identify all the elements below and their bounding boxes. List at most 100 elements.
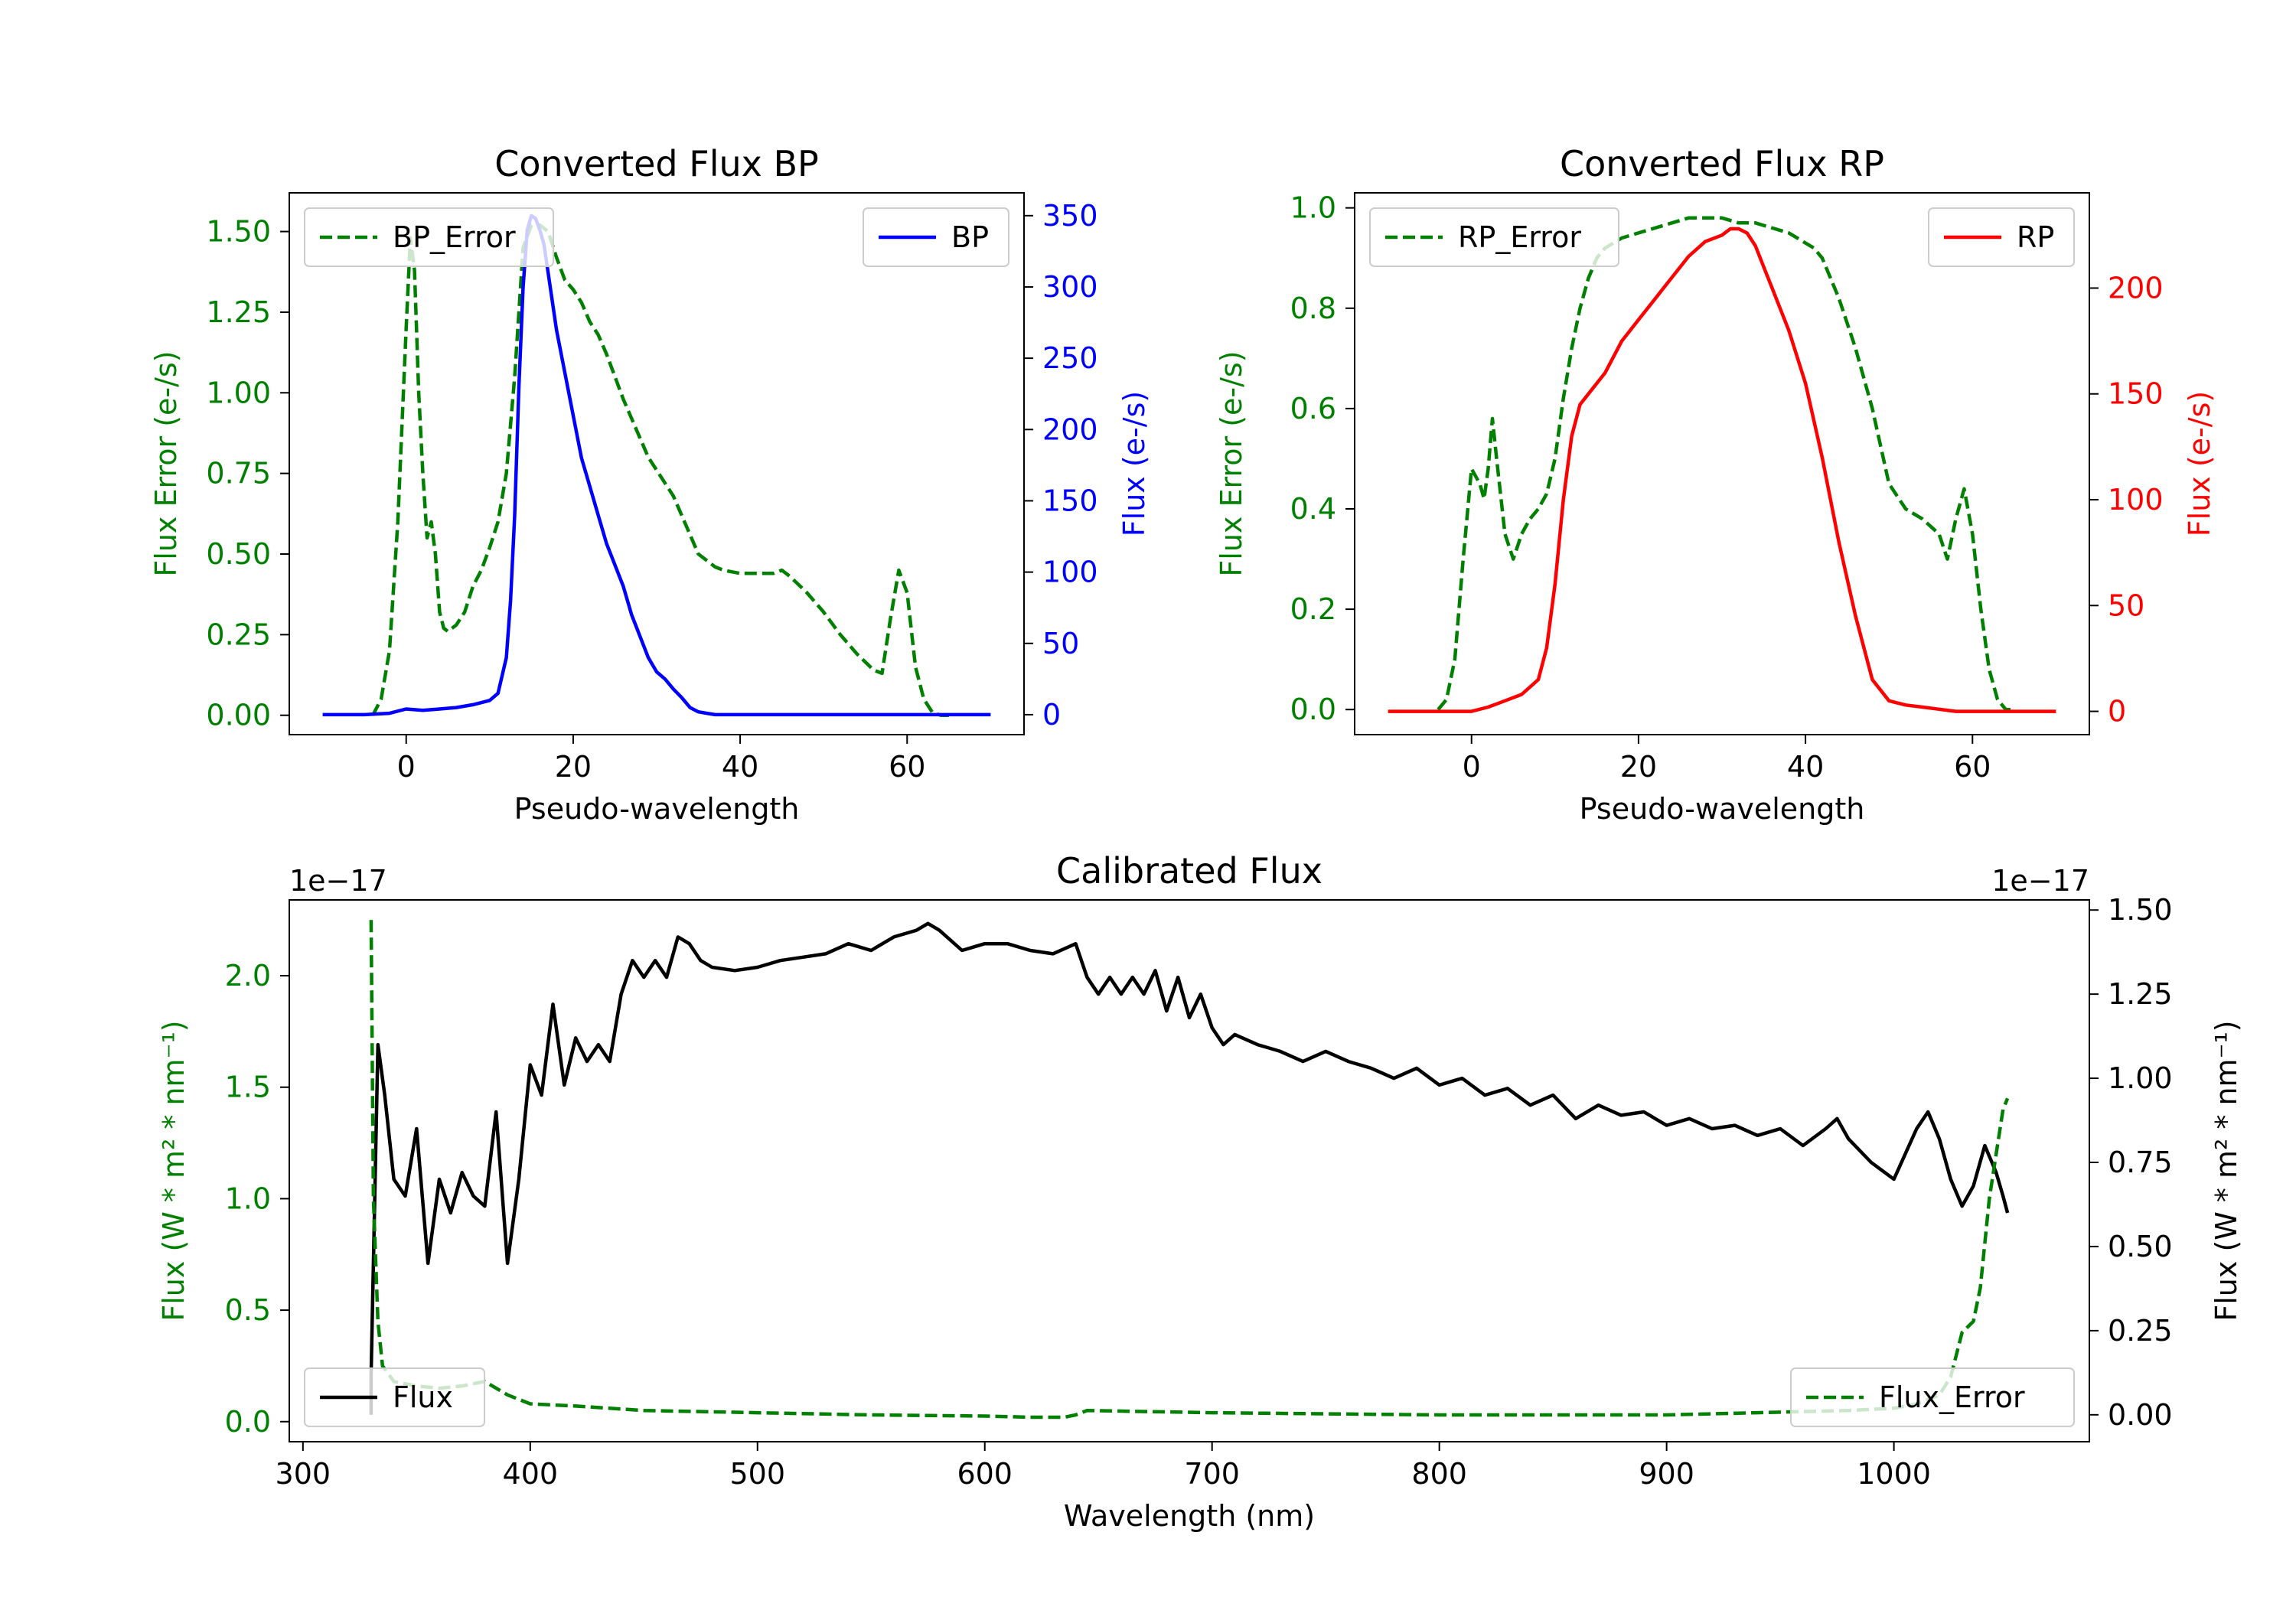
series-line-bp	[322, 214, 991, 717]
legend-bp: BP	[863, 207, 1009, 267]
left-y-tick-label: 0.75	[206, 457, 271, 491]
left-y-tick-label: 0.5	[225, 1293, 271, 1327]
legend-rp-error: RP_Error	[1369, 207, 1619, 267]
right-y-tick-label: 1.00	[2108, 1061, 2173, 1095]
x-axis-label: Wavelength (nm)	[1064, 1499, 1315, 1533]
right-y-tick-label: 50	[2108, 588, 2144, 622]
x-tick-label: 1000	[1857, 1457, 1931, 1491]
left-y-tick-label: 1.5	[225, 1071, 271, 1104]
x-tick-label: 700	[1184, 1457, 1240, 1491]
right-y-tick-label: 0.75	[2108, 1146, 2173, 1179]
right-y-tick-label: 300	[1042, 270, 1098, 304]
right-y-axis-ticks: 0.00 0.25 0.50 0.75 1.00 1.25 1.50	[2089, 893, 2173, 1432]
right-y-tick-label: 100	[2108, 483, 2164, 517]
x-tick-label: 900	[1639, 1457, 1694, 1491]
x-axis-ticks: 0 20 40 60	[397, 735, 925, 784]
x-tick-label: 0	[1463, 750, 1481, 784]
left-y-tick-label: 0.50	[206, 537, 271, 571]
legend-label: BP_Error	[393, 220, 516, 254]
chart-title: Converted Flux BP	[494, 143, 819, 184]
x-tick-label: 0	[397, 750, 416, 784]
legend-box	[304, 207, 554, 267]
left-y-axis-ticks: 0.0 0.5 1.0 1.5 2.0	[225, 959, 289, 1439]
right-y-axis-ticks: 0 50 100 150 200 250 300 350	[1024, 199, 1098, 732]
left-y-axis-ticks: 0.00 0.25 0.50 0.75 1.00 1.25 1.50	[206, 215, 289, 732]
right-y-tick-label: 1.50	[2108, 893, 2173, 927]
right-y-tick-label: 350	[1042, 199, 1098, 233]
x-tick-label: 400	[503, 1457, 559, 1491]
right-y-tick-label: 100	[1042, 556, 1098, 589]
x-tick-label: 600	[957, 1457, 1013, 1491]
x-tick-label: 300	[276, 1457, 331, 1491]
legend-label: BP	[951, 220, 989, 254]
left-y-tick-label: 1.0	[1290, 191, 1336, 225]
legend-label: RP	[2017, 220, 2054, 254]
right-y-axis-label: Flux (e-/s)	[2183, 391, 2216, 536]
legend-box	[304, 1367, 485, 1427]
rp-chart: 0 20 40 60 0.0 0.2 0.4 0.6 0.8 1.0 0 50 100 150 200 Con…	[1215, 143, 2216, 826]
series-line-flux	[369, 921, 2010, 1415]
right-y-tick-label: 0	[2108, 695, 2126, 729]
right-y-tick-label: 250	[1042, 341, 1098, 375]
x-tick-label: 40	[1787, 750, 1824, 784]
bp-chart: 0 20 40 60 0.00 0.25 0.50 0.75 1.00 1.25 1.50 0 50 10…	[149, 143, 1151, 826]
left-y-tick-label: 1.0	[225, 1182, 271, 1215]
left-y-tick-label: 0.00	[206, 699, 271, 732]
right-y-tick-label: 1.25	[2108, 977, 2173, 1011]
x-tick-label: 20	[555, 750, 592, 784]
series-line-rp	[1388, 227, 2056, 713]
right-y-tick-label: 0.50	[2108, 1230, 2173, 1263]
left-y-tick-label: 0.6	[1290, 392, 1336, 425]
axes-frame	[289, 192, 1025, 735]
left-y-axis-ticks: 0.0 0.2 0.4 0.6 0.8 1.0	[1290, 191, 1355, 726]
right-y-tick-label: 0	[1042, 698, 1061, 732]
x-tick-label: 500	[729, 1457, 785, 1491]
right-y-tick-label: 0.00	[2108, 1398, 2173, 1432]
left-offset-label: 1e−17	[289, 864, 387, 898]
chart-title: Calibrated Flux	[1056, 850, 1322, 892]
right-y-tick-label: 50	[1042, 627, 1079, 660]
left-y-tick-label: 0.0	[1290, 693, 1336, 726]
left-y-tick-label: 0.0	[225, 1405, 271, 1439]
x-axis-label: Pseudo-wavelength	[1580, 792, 1865, 826]
left-y-tick-label: 1.50	[206, 215, 271, 249]
left-y-axis-label: Flux Error (e-/s)	[1215, 350, 1248, 576]
right-y-axis-label: Flux (e-/s)	[1117, 391, 1151, 536]
legend-box	[1369, 207, 1619, 267]
x-tick-label: 40	[722, 750, 758, 784]
chart-title: Converted Flux RP	[1560, 143, 1884, 184]
legend-flux-error: Flux_Error	[1790, 1367, 2075, 1427]
right-y-axis-label: Flux (W * m² * nm⁻¹)	[2210, 1020, 2243, 1321]
axes-frame	[289, 899, 2090, 1442]
right-offset-label: 1e−17	[1991, 864, 2089, 898]
left-y-tick-label: 0.2	[1290, 592, 1336, 626]
right-y-tick-label: 150	[2108, 377, 2164, 411]
x-tick-label: 60	[1954, 750, 1991, 784]
x-axis-ticks: 0 20 40 60	[1463, 735, 1991, 784]
legend-label: Flux	[393, 1380, 453, 1414]
series-group	[1388, 216, 2056, 713]
legend-label: Flux_Error	[1879, 1380, 2025, 1414]
legend-box	[1790, 1367, 2075, 1427]
x-tick-label: 60	[889, 750, 925, 784]
series-line-bp-error	[371, 223, 949, 717]
x-tick-label: 800	[1411, 1457, 1467, 1491]
right-y-tick-label: 200	[1042, 412, 1098, 446]
legend-rp: RP	[1928, 207, 2075, 267]
left-y-axis-label: Flux Error (e-/s)	[149, 350, 183, 576]
right-y-tick-label: 0.25	[2108, 1314, 2173, 1348]
left-y-tick-label: 1.25	[206, 295, 271, 329]
x-axis-label: Pseudo-wavelength	[514, 792, 800, 826]
legend-bp-error: BP_Error	[304, 207, 554, 267]
left-y-tick-label: 0.4	[1290, 492, 1336, 526]
left-y-tick-label: 2.0	[225, 959, 271, 993]
left-y-tick-label: 1.00	[206, 376, 271, 409]
right-y-axis-ticks: 0 50 100 150 200	[2089, 271, 2164, 729]
series-line-rp-error	[1437, 216, 2014, 712]
legend-label: RP_Error	[1458, 220, 1581, 254]
left-y-tick-label: 0.25	[206, 618, 271, 651]
left-y-tick-label: 0.8	[1290, 292, 1336, 325]
calibrated-flux-chart: 300 400 500 600 700 800 900 1000 0.0 0.5 1.0 1.5 2.0…	[157, 850, 2243, 1533]
right-y-tick-label: 150	[1042, 484, 1098, 517]
